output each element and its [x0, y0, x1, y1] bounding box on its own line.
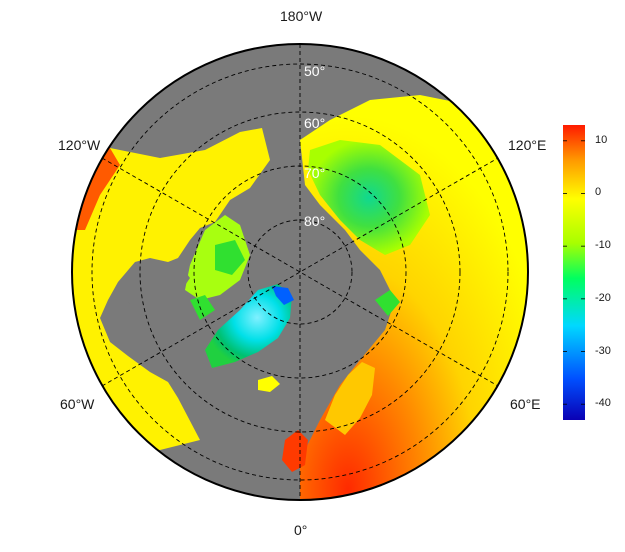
- colorbar-tick-label: 10: [595, 133, 608, 146]
- colorbar-tick-label: -40: [595, 397, 611, 410]
- colorbar-tick-label: -30: [595, 344, 611, 357]
- lon-label-180w: 180°W: [280, 8, 323, 24]
- colorbar: [563, 125, 585, 420]
- greenland-north-blue: [272, 286, 294, 305]
- lat-label-80: 80°: [304, 213, 325, 229]
- lat-label-60: 60°: [304, 115, 325, 131]
- colorbar-tick-marks: [563, 140, 585, 405]
- british-isles: [282, 430, 308, 472]
- scandinavia: [325, 362, 375, 435]
- lon-label-60w: 60°W: [60, 396, 95, 412]
- archipelago-islands: [190, 240, 245, 320]
- novaya-zemlya: [375, 290, 400, 316]
- siberia-cold: [308, 140, 430, 255]
- lat-label-50: 50°: [304, 63, 325, 79]
- graticule-meridians: [101, 44, 499, 500]
- lon-label-120e: 120°E: [508, 137, 547, 153]
- lon-label-0: 0°: [294, 522, 308, 538]
- lat-label-70: 70°: [304, 165, 325, 181]
- colorbar-tick-label: -20: [595, 291, 611, 304]
- north-america: [72, 128, 270, 470]
- map-border: [71, 43, 529, 501]
- iceland: [258, 376, 280, 392]
- colorbar-tick-label: 0: [595, 186, 602, 199]
- colorbar-tick-label: -10: [595, 239, 611, 252]
- hudson-bay: [125, 262, 190, 318]
- lon-label-60e: 60°E: [510, 396, 541, 412]
- lon-label-120w: 120°W: [58, 137, 101, 153]
- greenland: [205, 284, 292, 368]
